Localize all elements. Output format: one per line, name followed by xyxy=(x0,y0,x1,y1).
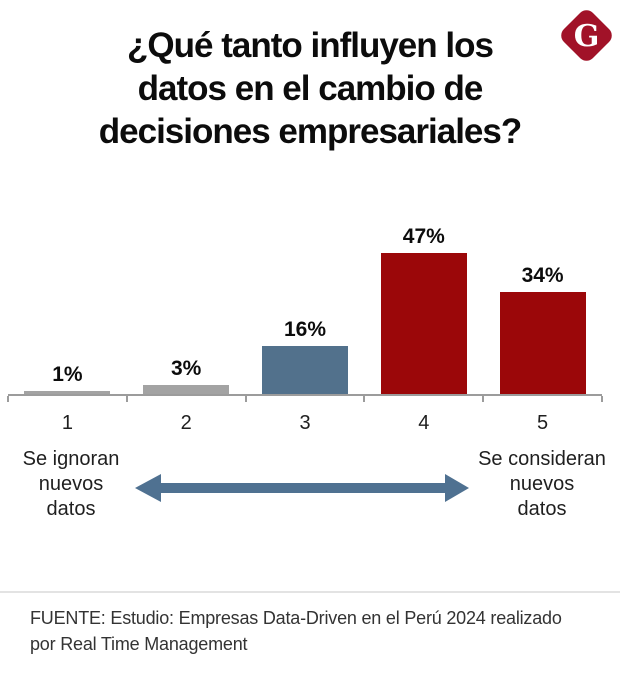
x-axis-tick xyxy=(125,396,128,402)
scale-note-left-line-1: Se ignoran xyxy=(22,448,120,470)
source-line-2: por Real Time Management xyxy=(30,634,248,654)
title-line-2: datos en el cambio de xyxy=(137,69,484,108)
x-tick-label-1: 1 xyxy=(61,412,73,434)
footer-divider xyxy=(0,591,620,593)
scale-note-left-line-3: datos xyxy=(46,498,96,520)
bar-1 xyxy=(24,391,111,394)
x-tick-label-5: 5 xyxy=(537,412,549,434)
bar-value-1: 1% xyxy=(52,363,83,386)
scale-note-left: Se ignoran nuevos datos xyxy=(6,447,136,522)
bar-value-3: 16% xyxy=(283,318,327,341)
scale-note-right-line-2: nuevos xyxy=(509,473,575,495)
x-tick-label-2: 2 xyxy=(180,412,192,434)
page-title: ¿Qué tanto influyen los datos en el camb… xyxy=(0,24,620,153)
x-tick-label-3: 3 xyxy=(299,412,311,434)
x-axis-tick xyxy=(363,396,366,402)
bar-value-2: 3% xyxy=(171,357,202,380)
title-line-3: decisiones empresariales? xyxy=(98,112,522,151)
x-axis-tick xyxy=(7,396,9,402)
x-axis-line xyxy=(8,394,602,396)
bar-4 xyxy=(380,253,467,394)
x-axis-tick xyxy=(482,396,485,402)
bar-5 xyxy=(499,292,586,394)
x-tick-label-4: 4 xyxy=(418,412,430,434)
x-axis-tick xyxy=(601,396,603,402)
scale-note-right: Se consideran nuevos datos xyxy=(474,447,610,522)
x-axis-tick xyxy=(244,396,247,402)
double-arrow-icon xyxy=(135,474,469,502)
scale-note-right-line-1: Se consideran xyxy=(478,448,606,470)
title-line-1: ¿Qué tanto influyen los xyxy=(127,26,494,65)
bar-value-5: 34% xyxy=(521,264,564,287)
source-note: FUENTE: Estudio: Empresas Data-Driven en… xyxy=(30,605,595,657)
scale-note-left-line-2: nuevos xyxy=(38,473,104,495)
bar-value-4: 47% xyxy=(402,225,445,248)
bar-3 xyxy=(262,346,348,394)
source-line-1: FUENTE: Estudio: Empresas Data-Driven en… xyxy=(30,608,562,628)
bar-2 xyxy=(143,385,230,394)
scale-note-right-line-3: datos xyxy=(517,498,567,520)
